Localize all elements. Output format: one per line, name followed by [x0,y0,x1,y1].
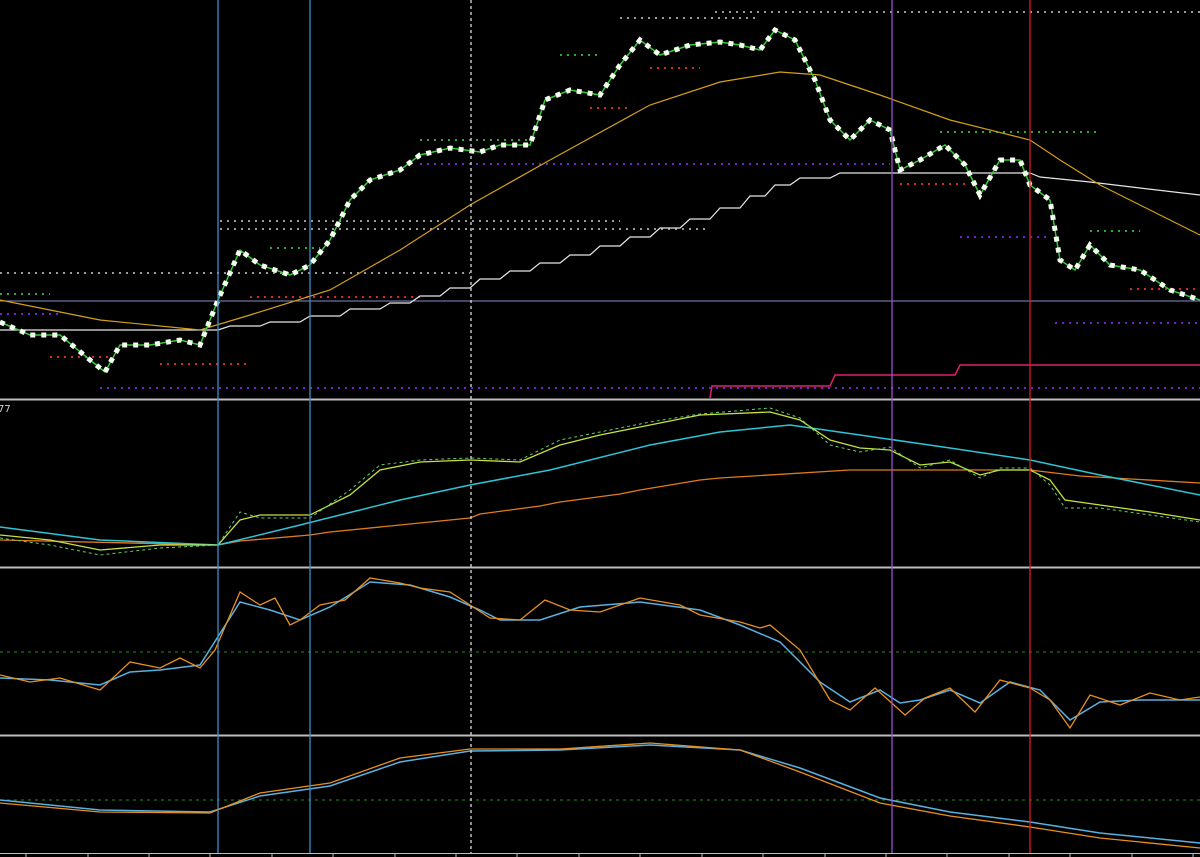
indicator-pane-3 [0,742,1200,849]
dotted-levels [0,11,1200,389]
trailing-stop-line [0,172,1200,331]
main-line [0,411,1200,551]
stop-line [709,364,1200,399]
vertical-markers [217,0,1031,853]
signal-line [0,581,1200,721]
price-pane [0,11,1200,399]
main-line-fast [0,407,1200,556]
pane-separators [0,398,1200,854]
slow-line [0,469,1200,546]
main-line [0,577,1200,730]
indicator-label: 77 [0,404,11,415]
indicator-pane-1: 77 [0,404,1200,556]
signal-line [0,424,1200,546]
signal-line [0,744,1200,844]
main-line [0,742,1200,849]
indicator-pane-2 [0,577,1200,730]
moving-average [0,71,1200,331]
candle-bodies [0,26,1200,376]
time-axis-ticks [25,853,1194,857]
